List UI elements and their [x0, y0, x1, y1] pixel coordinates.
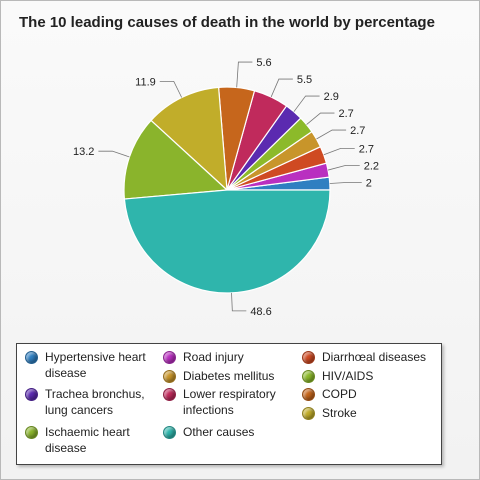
data-label-hiv-aids: 2.7 — [338, 108, 353, 120]
legend-swatch — [163, 370, 176, 383]
chart-legend: Hypertensive heart disease Road injury D… — [16, 343, 442, 465]
pie-data-labels: 2 2.2 2.7 2.7 2.7 2.9 5.5 5.6 11.9 13.2 48.6 — [73, 57, 379, 318]
legend-item-hiv-aids[interactable]: HIV/AIDS — [302, 368, 432, 384]
pie-slice-stroke[interactable] — [150, 86, 228, 192]
legend-swatch — [302, 388, 315, 401]
leader-line-trachea-bronchus-lung-cancers — [293, 95, 320, 112]
chart-title: The 10 leading causes of death in the wo… — [19, 14, 435, 31]
data-label-road-injury: 2.2 — [364, 160, 379, 172]
data-label-copd: 5.6 — [256, 57, 271, 69]
legend-label: Diabetes mellitus — [183, 369, 275, 383]
legend-label: COPD — [322, 387, 357, 401]
pie-leader-lines — [98, 61, 362, 312]
pie-slices — [123, 86, 331, 294]
legend-item-diarrhoeal-diseases[interactable]: Diarrhœal diseases — [302, 349, 437, 365]
legend-swatch — [302, 351, 315, 364]
legend-swatch — [163, 388, 176, 401]
pie-slice-ischaemic-heart-disease[interactable] — [123, 119, 229, 200]
legend-item-hypertensive-heart-disease[interactable]: Hypertensive heart disease — [25, 349, 150, 381]
legend-label: Other causes — [183, 425, 255, 439]
legend-item-diabetes-mellitus[interactable]: Diabetes mellitus — [163, 368, 293, 384]
legend-label: HIV/AIDS — [322, 369, 374, 383]
legend-swatch — [25, 426, 38, 439]
data-label-lower-respiratory-infections: 5.5 — [297, 74, 312, 86]
legend-swatch — [25, 388, 38, 401]
legend-item-trachea-bronchus-lung-cancers[interactable]: Trachea bronchus, lung cancers — [25, 386, 155, 418]
legend-label: Hypertensive heart disease — [45, 350, 146, 380]
data-label-trachea-bronchus-lung-cancers: 2.9 — [324, 91, 339, 103]
legend-item-stroke[interactable]: Stroke — [302, 405, 432, 421]
legend-swatch — [163, 426, 176, 439]
legend-swatch — [302, 407, 315, 420]
leader-line-road-injury — [327, 165, 360, 171]
leader-line-ischaemic-heart-disease — [98, 150, 130, 158]
pie-slice-other-causes[interactable] — [123, 189, 331, 294]
legend-swatch — [302, 370, 315, 383]
legend-item-other-causes[interactable]: Other causes — [163, 424, 293, 440]
legend-label: Trachea bronchus, lung cancers — [45, 387, 145, 417]
legend-swatch — [163, 351, 176, 364]
legend-item-copd[interactable]: COPD — [302, 386, 432, 402]
legend-label: Ischaemic heart disease — [45, 425, 130, 455]
data-label-other-causes: 48.6 — [250, 306, 271, 318]
legend-label: Road injury — [183, 350, 244, 364]
data-label-diarrh-al-diseases: 2.7 — [359, 143, 374, 155]
leader-line-hiv-aids — [306, 112, 335, 125]
data-label-hypertensive-heart-disease: 2 — [366, 177, 372, 189]
data-label-stroke: 11.9 — [135, 76, 156, 88]
data-label-ischaemic-heart-disease: 13.2 — [73, 146, 94, 158]
leader-line-diarrh-al-diseases — [323, 148, 355, 156]
legend-item-ischaemic-heart-disease[interactable]: Ischaemic heart disease — [25, 424, 150, 456]
legend-swatch — [25, 351, 38, 364]
leader-line-stroke — [159, 80, 183, 98]
leader-line-diabetes-mellitus — [316, 129, 347, 140]
data-label-diabetes-mellitus: 2.7 — [350, 125, 365, 137]
leader-line-other-causes — [231, 292, 247, 312]
legend-label: Lower respiratory infections — [183, 387, 276, 417]
legend-label: Stroke — [322, 406, 357, 420]
legend-item-road-injury[interactable]: Road injury — [163, 349, 293, 365]
leader-line-lower-respiratory-infections — [270, 78, 293, 98]
leader-line-hypertensive-heart-disease — [329, 182, 362, 184]
legend-label: Diarrhœal diseases — [322, 350, 427, 364]
legend-item-lower-respiratory-infections[interactable]: Lower respiratory infections — [163, 386, 293, 418]
leader-line-copd — [236, 61, 253, 88]
